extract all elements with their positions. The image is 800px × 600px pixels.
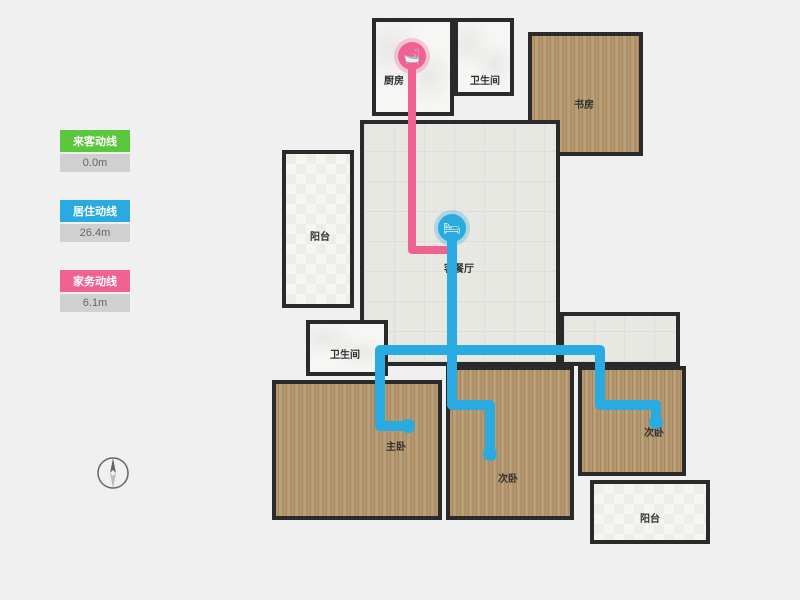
legend-item-housework: 家务动线 6.1m	[60, 270, 180, 312]
living-node-icon: 🛏	[438, 214, 466, 242]
legend-item-guest: 来客动线 0.0m	[60, 130, 180, 172]
room-主卧: 主卧	[272, 380, 442, 520]
room-label: 书房	[574, 96, 594, 111]
legend-value-housework: 6.1m	[60, 294, 130, 312]
room-label: 厨房	[384, 72, 404, 87]
room-label: 主卧	[386, 438, 406, 453]
legend-label-guest: 来客动线	[60, 130, 130, 152]
room-label: 次卧	[498, 470, 518, 485]
housework-node-icon: 🛁	[398, 42, 426, 70]
legend-label-housework: 家务动线	[60, 270, 130, 292]
room-次卧2: 次卧	[578, 366, 686, 476]
legend: 来客动线 0.0m 居住动线 26.4m 家务动线 6.1m	[60, 130, 180, 340]
room-次卧1: 次卧	[446, 366, 574, 520]
legend-item-living: 居住动线 26.4m	[60, 200, 180, 242]
room-label: 客餐厅	[444, 260, 474, 275]
compass-icon	[95, 455, 131, 491]
room-阳台2: 阳台	[590, 480, 710, 544]
room-label: 卫生间	[330, 346, 360, 361]
room-卫生间1: 卫生间	[454, 18, 514, 96]
room-label: 阳台	[640, 510, 660, 525]
room-label: 阳台	[310, 228, 330, 243]
room-过道右	[560, 312, 680, 366]
floorplan: 厨房卫生间书房阳台客餐厅卫生间主卧次卧次卧阳台 🛁 🛏	[260, 10, 750, 590]
room-卫生间2: 卫生间	[306, 320, 388, 376]
legend-value-guest: 0.0m	[60, 154, 130, 172]
room-客餐厅: 客餐厅	[360, 120, 560, 366]
room-label: 次卧	[644, 424, 664, 439]
room-阳台1: 阳台	[282, 150, 354, 308]
legend-label-living: 居住动线	[60, 200, 130, 222]
legend-value-living: 26.4m	[60, 224, 130, 242]
room-label: 卫生间	[470, 72, 500, 87]
